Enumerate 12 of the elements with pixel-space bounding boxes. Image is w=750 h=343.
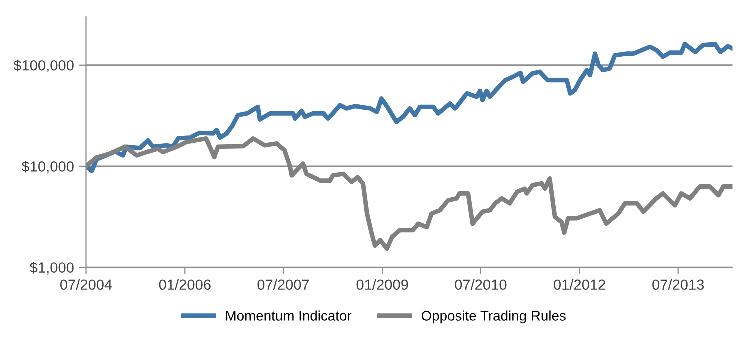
y-tick-label: $100,000 — [14, 60, 74, 73]
x-tick-label: 07/2013 — [652, 279, 704, 290]
x-tick-label: 07/2004 — [60, 279, 112, 290]
legend-label: Opposite Trading Rules — [422, 310, 566, 324]
y-tick-label: $1,000 — [30, 262, 74, 275]
x-tick-label: 01/2012 — [554, 279, 606, 290]
legend-label: Momentum Indicator — [226, 310, 352, 321]
x-tick-label: 07/2007 — [258, 279, 310, 290]
x-tick-label: 07/2010 — [455, 279, 507, 290]
x-tick-label: 01/2006 — [159, 279, 211, 290]
x-tick-label: 01/2009 — [356, 279, 408, 290]
y-tick-label: $10,000 — [22, 160, 74, 174]
